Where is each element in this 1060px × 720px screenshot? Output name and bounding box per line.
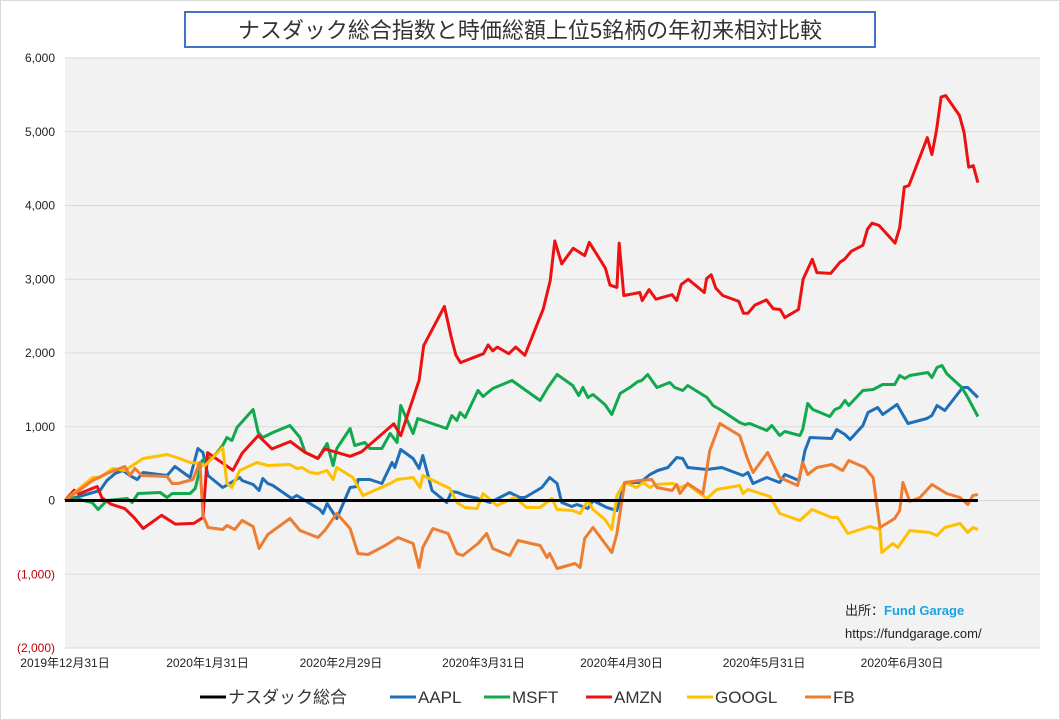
legend-label: GOOGL	[715, 688, 777, 707]
y-tick-label: 6,000	[25, 51, 55, 65]
y-tick-label: 3,000	[25, 272, 55, 286]
source-annotation: 出所：Fund Garage	[845, 603, 964, 618]
series-line-googl	[64, 446, 979, 554]
legend-item: AMZN	[586, 688, 662, 707]
x-tick-label: 2020年4月30日	[580, 656, 663, 670]
legend-label: FB	[833, 688, 855, 707]
x-tick-label: 2020年2月29日	[300, 656, 383, 670]
legend-label: ナスダック総合	[228, 688, 347, 707]
series-line-fb	[64, 422, 979, 570]
x-tick-label: 2020年3月31日	[442, 656, 525, 670]
title-box	[184, 11, 876, 48]
legend-item: MSFT	[484, 688, 558, 707]
x-tick-label: 2020年1月31日	[166, 656, 249, 670]
legend-label: AMZN	[614, 688, 662, 707]
chart-title: ナスダック総合指数と時価総額上位5銘柄の年初来相対比較	[238, 18, 822, 43]
y-tick-label: (2,000)	[17, 641, 55, 655]
legend-item: ナスダック総合	[200, 688, 347, 707]
series-line-aapl	[64, 386, 979, 520]
x-axis-ticks: 2019年12月31日 2020年1月31日 2020年2月29日 2020年3月31…	[20, 656, 943, 670]
y-axis-ticks: 6,000 5,000 4,000 3,000 2,000 1,000 0 (1,000) (2…	[17, 51, 55, 655]
y-tick-label: 5,000	[25, 125, 55, 139]
legend-item: FB	[805, 688, 855, 707]
x-tick-label: 2019年12月31日	[20, 656, 109, 670]
y-tick-label: 2,000	[25, 346, 55, 360]
series-lines	[63, 94, 980, 570]
y-tick-label: 1,000	[25, 420, 55, 434]
source-label: 出所：	[845, 603, 884, 618]
y-tick-label: 0	[48, 494, 55, 508]
source-url: https://fundgarage.com/	[845, 626, 982, 641]
y-tick-label: (1,000)	[17, 567, 55, 581]
legend-item: GOOGL	[687, 688, 777, 707]
series-line-msft	[64, 364, 980, 511]
series-line-amzn	[63, 94, 980, 530]
x-tick-label: 2020年6月30日	[861, 656, 944, 670]
legend: ナスダック総合 AAPL MSFT AMZN GOOGL FB	[200, 688, 855, 707]
legend-label: MSFT	[512, 688, 558, 707]
legend-label: AAPL	[418, 688, 461, 707]
x-tick-label: 2020年5月31日	[723, 656, 806, 670]
y-tick-label: 4,000	[25, 199, 55, 213]
source-name: Fund Garage	[884, 603, 964, 618]
legend-item: AAPL	[390, 688, 461, 707]
